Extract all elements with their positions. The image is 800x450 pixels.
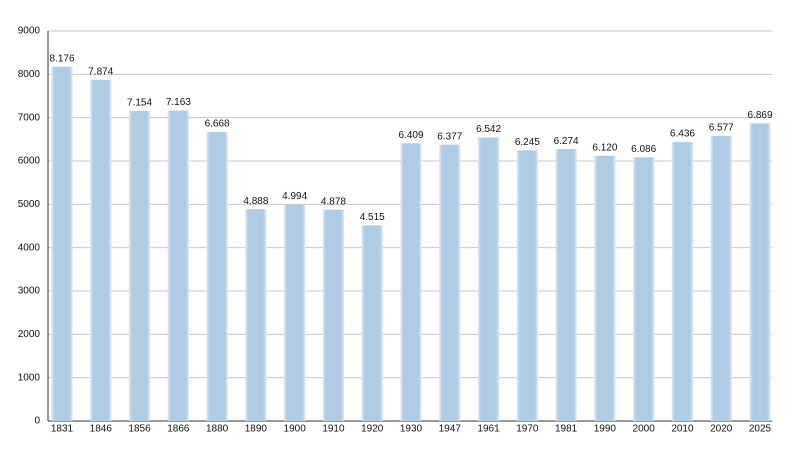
value-label: 6.436 [670, 129, 695, 140]
value-label: 7.163 [166, 97, 191, 108]
x-tick-label: 1990 [594, 424, 617, 435]
bar-shade [90, 79, 112, 421]
y-tick-label: 2000 [18, 329, 41, 340]
value-label: 6.542 [476, 124, 501, 135]
x-tick-label: 1961 [477, 424, 500, 435]
value-label: 8.176 [49, 53, 74, 64]
value-label: 6.668 [205, 119, 230, 130]
x-tick-label: 1900 [284, 424, 307, 435]
x-tick-label: 1970 [516, 424, 539, 435]
x-tick-label: 1910 [322, 424, 345, 435]
value-label: 6.409 [398, 130, 423, 141]
value-label: 6.577 [709, 123, 734, 134]
x-tick-label: 2000 [633, 424, 656, 435]
x-tick-label: 1866 [167, 424, 190, 435]
y-tick-label: 9000 [18, 26, 41, 37]
x-tick-label: 1880 [206, 424, 229, 435]
value-label: 7.154 [127, 98, 152, 109]
value-label: 6.120 [592, 142, 617, 153]
y-tick-label: 5000 [18, 199, 41, 210]
bar-shade [400, 143, 422, 421]
bar-shade [322, 209, 344, 421]
value-label: 4.878 [321, 196, 346, 207]
value-label: 4.994 [282, 191, 307, 202]
value-label: 4.515 [360, 212, 385, 223]
y-tick-label: 6000 [18, 156, 41, 167]
x-tick-label: 1890 [245, 424, 268, 435]
y-tick-label: 0 [34, 416, 40, 427]
bar-shade [516, 150, 538, 421]
y-tick-label: 3000 [18, 286, 41, 297]
bar-shade [749, 123, 771, 422]
bar-shade [284, 204, 306, 421]
x-tick-label: 2025 [749, 424, 772, 435]
bar-shade [633, 157, 655, 422]
bar-shade [51, 66, 73, 421]
y-tick-label: 8000 [18, 69, 41, 80]
x-tick-label: 1846 [90, 424, 113, 435]
bar-shade [671, 142, 693, 421]
y-tick-label: 7000 [18, 112, 41, 123]
bar-shade [206, 132, 228, 421]
bar-shade [439, 144, 461, 421]
x-tick-label: 1981 [555, 424, 578, 435]
value-label: 6.274 [554, 136, 579, 147]
x-tick-label: 2010 [671, 424, 694, 435]
bar-shade [361, 225, 383, 421]
x-tick-label: 2020 [710, 424, 733, 435]
y-tick-label: 1000 [18, 372, 41, 383]
value-label: 6.377 [437, 131, 462, 142]
value-label: 6.869 [747, 110, 772, 121]
x-tick-label: 1856 [128, 424, 151, 435]
bar-shade [555, 149, 577, 422]
y-tick-label: 4000 [18, 242, 41, 253]
value-label: 7.874 [88, 66, 113, 77]
value-label: 6.245 [515, 137, 540, 148]
bar-shade [167, 110, 189, 421]
bar-shade [594, 155, 616, 422]
value-label: 4.888 [243, 196, 268, 207]
bar-shade [245, 209, 267, 421]
x-tick-label: 1831 [51, 424, 74, 435]
x-tick-label: 1920 [361, 424, 384, 435]
bar-shade [129, 110, 151, 421]
value-label: 6.086 [631, 144, 656, 155]
x-tick-label: 1930 [400, 424, 423, 435]
bar-shade [478, 137, 500, 421]
bar-shade [710, 135, 732, 421]
x-tick-label: 1947 [439, 424, 462, 435]
